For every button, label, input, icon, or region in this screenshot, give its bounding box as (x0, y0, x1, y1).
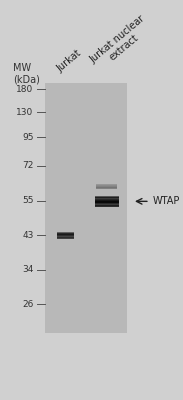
Bar (57, 233, 74, 234)
Bar (57, 235, 74, 236)
Bar (95, 206, 119, 207)
Text: 180: 180 (16, 84, 34, 94)
Text: 72: 72 (22, 162, 34, 170)
Bar (57, 233, 74, 234)
Bar (95, 205, 119, 206)
Bar (95, 201, 119, 202)
Text: Jurkat nuclear
extract: Jurkat nuclear extract (87, 13, 154, 74)
Bar (95, 202, 119, 203)
Bar (95, 196, 119, 197)
Bar (57, 238, 74, 239)
Bar (45, 83, 127, 333)
Text: 43: 43 (22, 231, 34, 240)
Bar (57, 237, 74, 238)
Text: Jurkat: Jurkat (55, 48, 83, 74)
Text: 26: 26 (22, 300, 34, 309)
Bar (95, 204, 119, 205)
Bar (95, 197, 119, 198)
Text: 130: 130 (16, 108, 34, 117)
Bar (95, 198, 119, 199)
Bar (95, 205, 119, 206)
Bar (95, 202, 119, 203)
Bar (57, 234, 74, 235)
Bar (57, 238, 74, 239)
Text: WTAP: WTAP (153, 196, 180, 206)
Bar (95, 206, 119, 207)
Bar (95, 201, 119, 202)
Bar (57, 236, 74, 237)
Text: 34: 34 (22, 265, 34, 274)
Bar (95, 203, 119, 204)
Text: MW
(kDa): MW (kDa) (13, 63, 40, 84)
Bar (95, 198, 119, 199)
Bar (95, 197, 119, 198)
Bar (57, 237, 74, 238)
Bar (95, 200, 119, 201)
Bar (57, 232, 74, 233)
Bar (57, 234, 74, 235)
Text: 95: 95 (22, 133, 34, 142)
Bar (95, 199, 119, 200)
Text: 55: 55 (22, 196, 34, 205)
